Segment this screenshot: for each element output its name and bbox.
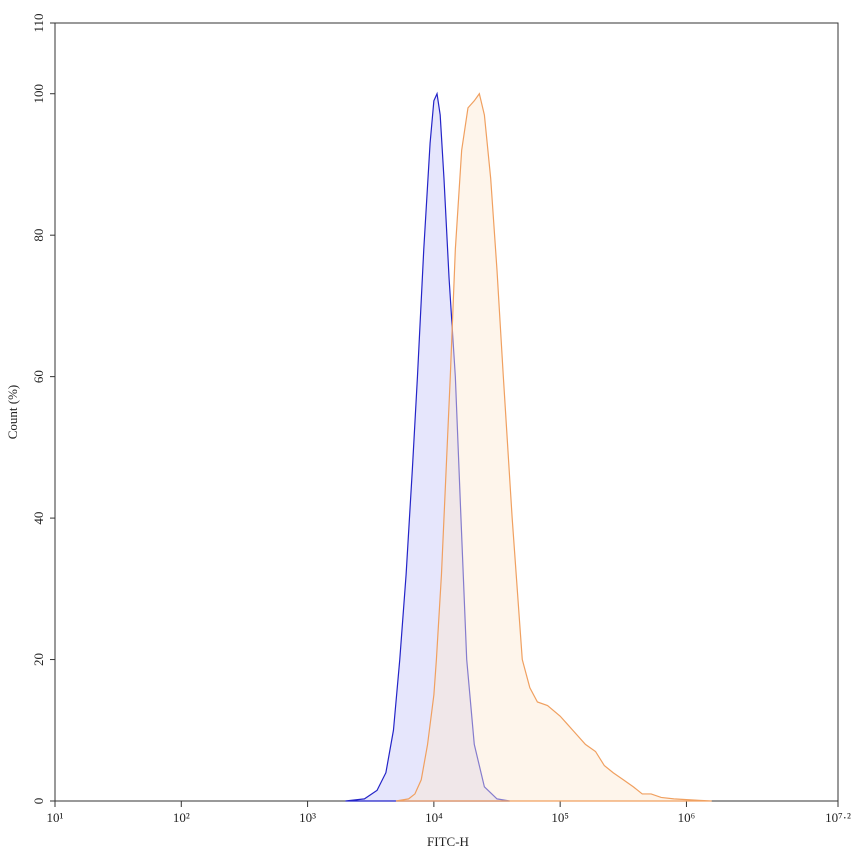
histogram-curve xyxy=(345,91,510,802)
y-axis-label: Count (%) xyxy=(5,385,20,440)
x-axis-label: FITC-H xyxy=(427,834,469,849)
x-tick-label: 10⁴ xyxy=(425,810,443,825)
x-tick-label: 10¹ xyxy=(47,810,64,825)
y-tick-label: 60 xyxy=(31,370,46,383)
y-tick-label: 40 xyxy=(31,512,46,525)
y-tick-label: 80 xyxy=(31,229,46,242)
y-tick-label: 20 xyxy=(31,653,46,666)
x-tick-label: 10³ xyxy=(299,810,316,825)
x-tick-label: 10⁶ xyxy=(678,810,696,825)
y-tick-label: 0 xyxy=(31,798,46,805)
x-tick-label: 10² xyxy=(173,810,190,825)
x-tick-label: 10⁷·² xyxy=(825,810,851,825)
y-tick-label: 110 xyxy=(31,13,46,32)
histogram-curve xyxy=(395,92,712,802)
y-tick-label: 100 xyxy=(31,84,46,104)
x-tick-label: 10⁵ xyxy=(551,810,569,825)
